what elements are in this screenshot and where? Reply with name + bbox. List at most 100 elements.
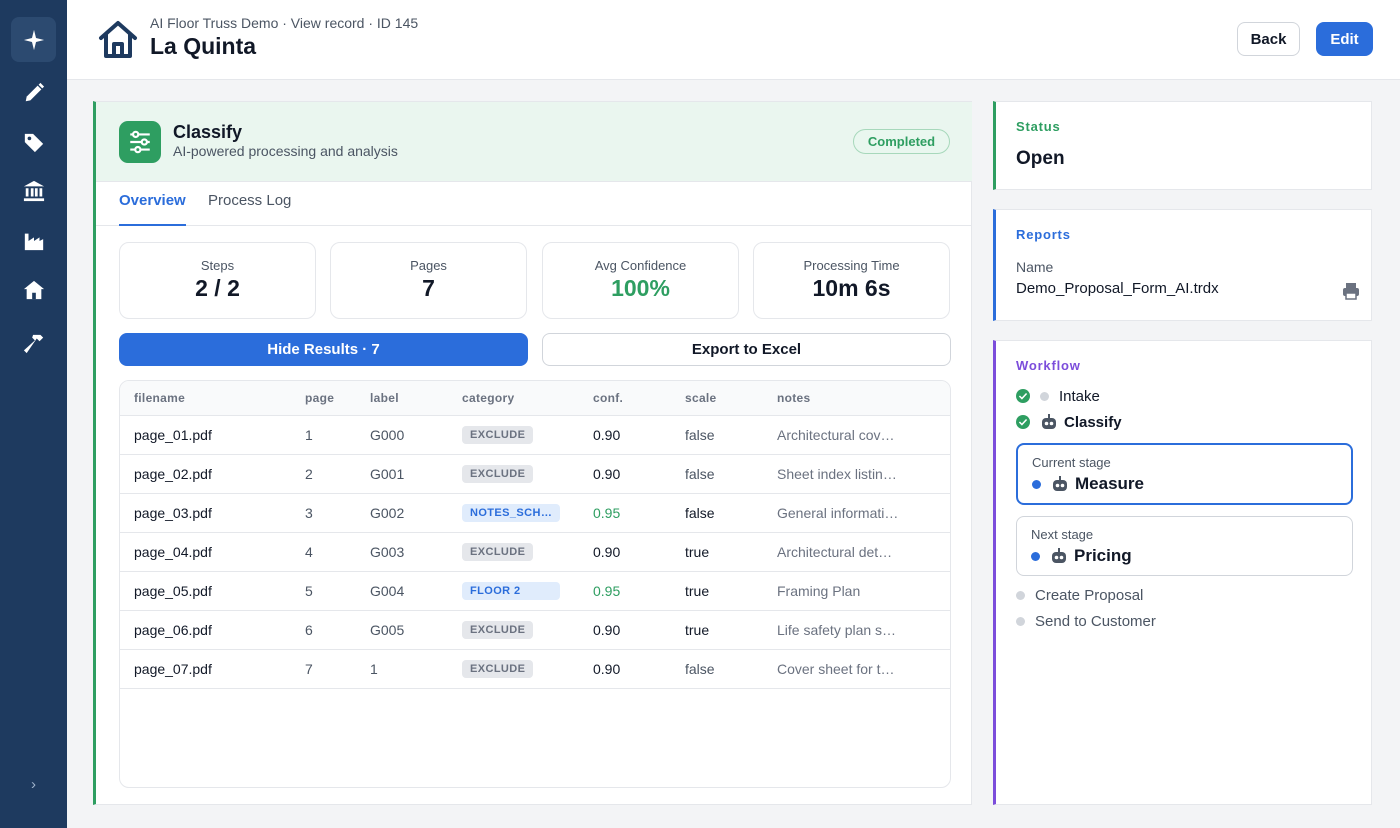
report-name-label: Name (1016, 259, 1054, 275)
table-row[interactable]: page_07.pdf 7 1 EXCLUDE 0.90 false Cover… (120, 650, 950, 689)
next-stage-value: Pricing (1031, 545, 1132, 567)
tag-icon (24, 133, 43, 152)
bank-icon (23, 180, 44, 201)
cell-notes: Life safety plan s… (777, 622, 897, 638)
stat-label: Avg Confidence (594, 258, 687, 273)
cell-page: 4 (305, 544, 313, 560)
table-row[interactable]: page_05.pdf 5 G004 FLOOR 2 0.95 true Fra… (120, 572, 950, 611)
results-table: filename page label category conf. scale… (119, 380, 951, 788)
classify-card-header: Classify AI-powered processing and analy… (96, 102, 972, 182)
home-icon (23, 280, 44, 299)
pencil-icon (25, 82, 44, 101)
hammer-icon (23, 334, 43, 353)
back-button[interactable]: Back (1237, 22, 1300, 56)
hide-results-button[interactable]: Hide Results · 7 (119, 333, 528, 366)
workflow-step-label: Send to Customer (1035, 612, 1156, 630)
table-row[interactable]: page_04.pdf 4 G003 EXCLUDE 0.90 true Arc… (120, 533, 950, 572)
cell-filename: page_06.pdf (134, 622, 212, 638)
cell-confidence: 0.90 (593, 427, 621, 443)
column-header-filename[interactable]: filename (134, 391, 186, 405)
table-row[interactable]: page_06.pdf 6 G005 EXCLUDE 0.90 true Lif… (120, 611, 950, 650)
table-row[interactable]: page_02.pdf 2 G001 EXCLUDE 0.90 false Sh… (120, 455, 950, 494)
page-title: La Quinta (150, 33, 257, 59)
cell-page: 6 (305, 622, 313, 638)
cell-scale: false (685, 427, 715, 443)
print-icon[interactable] (1341, 281, 1361, 301)
table-header: filename page label category conf. scale… (120, 381, 950, 416)
cell-filename: page_03.pdf (134, 505, 212, 521)
sidebar-item-factory[interactable] (11, 218, 56, 263)
cell-scale: true (685, 583, 710, 599)
cell-notes: General informati… (777, 505, 899, 521)
status-badge: Completed (853, 129, 950, 154)
workflow-step-classify: Classify (1016, 412, 1122, 432)
workflow-step-create-proposal: Create Proposal (1016, 585, 1143, 605)
sidebar-item-ai[interactable] (11, 17, 56, 62)
cell-page: 3 (305, 505, 313, 521)
column-header-category[interactable]: category (462, 391, 515, 405)
dot-icon (1040, 391, 1049, 401)
cell-page: 2 (305, 466, 313, 482)
column-header-page[interactable]: page (305, 391, 335, 405)
sidebar-item-edit[interactable] (11, 70, 56, 115)
tab-process-log[interactable]: Process Log (208, 192, 292, 209)
cell-scale: false (685, 505, 715, 521)
check-icon (1016, 415, 1030, 429)
sidebar-item-home[interactable] (11, 267, 56, 312)
category-chip: EXCLUDE (462, 621, 534, 639)
workflow-heading: Workflow (1016, 358, 1081, 373)
stage-name: Measure (1075, 474, 1144, 493)
cell-scale: true (685, 622, 710, 638)
table-row[interactable]: page_03.pdf 3 G002 NOTES_SCH… 0.95 false… (120, 494, 950, 533)
edit-button[interactable]: Edit (1316, 22, 1373, 56)
dot-icon (1016, 590, 1025, 600)
breadcrumb: AI Floor Truss Demo · View record · ID 1… (150, 15, 419, 31)
cell-confidence: 0.90 (593, 466, 621, 482)
tab-bar: Overview Process Log (96, 182, 972, 226)
category-chip: EXCLUDE (462, 660, 534, 678)
column-header-confidence[interactable]: conf. (593, 391, 624, 405)
cell-confidence: 0.90 (593, 661, 621, 677)
status-heading: Status (1016, 119, 1061, 134)
status-card: Status Open (993, 101, 1372, 190)
tab-overview[interactable]: Overview (119, 182, 186, 226)
stat-value: 100% (611, 275, 670, 301)
stat-processing-time: Processing Time 10m 6s (753, 242, 950, 319)
sidebar-item-build[interactable] (11, 321, 56, 366)
category-chip: NOTES_SCH… (462, 504, 561, 522)
stat-value: 2 / 2 (195, 275, 240, 301)
check-icon (1016, 389, 1030, 403)
dot-icon (1031, 551, 1040, 561)
stat-label: Steps (200, 258, 235, 273)
cell-confidence: 0.90 (593, 544, 621, 560)
cell-page: 5 (305, 583, 313, 599)
column-header-scale[interactable]: scale (685, 391, 717, 405)
cell-notes: Architectural det… (777, 544, 893, 560)
status-value: Open (1016, 148, 1065, 169)
workflow-step-label: Classify (1064, 413, 1122, 431)
column-header-label[interactable]: label (370, 391, 399, 405)
cell-label: G004 (370, 583, 405, 599)
reports-card: Reports Name Demo_Proposal_Form_AI.trdx (993, 209, 1372, 321)
table-row[interactable]: page_01.pdf 1 G000 EXCLUDE 0.90 false Ar… (120, 416, 950, 455)
cell-label: 1 (370, 661, 378, 677)
stage-name: Pricing (1074, 546, 1132, 565)
sidebar-item-bank[interactable] (11, 168, 56, 213)
cell-filename: page_04.pdf (134, 544, 212, 560)
classify-subtitle: AI-powered processing and analysis (173, 143, 398, 159)
cell-scale: true (685, 544, 710, 560)
cell-notes: Framing Plan (777, 583, 861, 599)
cell-label: G002 (370, 505, 405, 521)
export-excel-button[interactable]: Export to Excel (542, 333, 951, 366)
cell-filename: page_01.pdf (134, 427, 212, 443)
category-chip: EXCLUDE (462, 465, 534, 483)
next-stage-box[interactable]: Next stage Pricing (1016, 516, 1353, 576)
current-stage-box[interactable]: Current stage Measure (1016, 443, 1353, 505)
category-chip: EXCLUDE (462, 543, 534, 561)
cell-confidence: 0.90 (593, 622, 621, 638)
robot-icon (1052, 548, 1066, 563)
sidebar-item-tags[interactable] (11, 120, 56, 165)
column-header-notes[interactable]: notes (777, 391, 811, 405)
report-name-value[interactable]: Demo_Proposal_Form_AI.trdx (1016, 280, 1219, 297)
sidebar-expand-toggle[interactable]: › (31, 776, 36, 793)
